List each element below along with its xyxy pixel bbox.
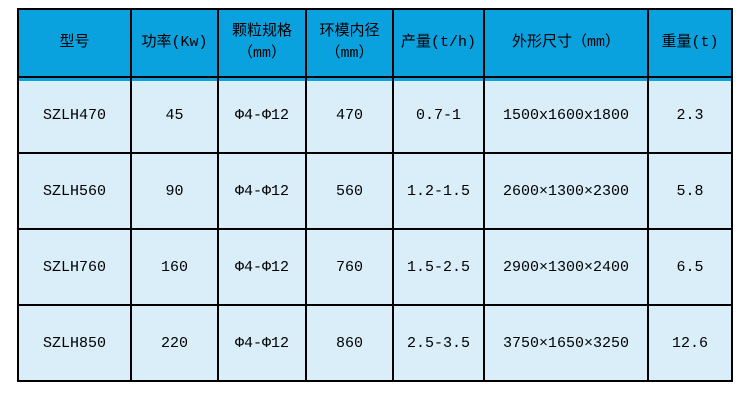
- cell-model: SZLH470: [17, 76, 132, 154]
- table-header-row: 型号 功率(Kw) 颗粒规格 （mm） 环模内径 （mm） 产量(t/h) 外形…: [17, 8, 733, 78]
- cell-weight: 2.3: [647, 76, 733, 154]
- cell-die-diameter: 470: [305, 76, 394, 154]
- cell-weight: 6.5: [647, 228, 733, 306]
- header-output: 产量(t/h): [392, 8, 485, 78]
- header-dimensions: 外形尺寸（mm）: [483, 8, 649, 78]
- table-row: SZLH760 160 Φ4-Φ12 760 1.5-2.5 2900×1300…: [17, 228, 733, 306]
- cell-model: SZLH560: [17, 152, 132, 230]
- cell-weight: 12.6: [647, 304, 733, 382]
- cell-die-diameter: 860: [305, 304, 394, 382]
- table-row: SZLH470 45 Φ4-Φ12 470 0.7-1 1500x1600x18…: [17, 76, 733, 154]
- cell-output: 1.2-1.5: [392, 152, 485, 230]
- cell-model: SZLH850: [17, 304, 132, 382]
- cell-dimensions: 1500x1600x1800: [483, 76, 649, 154]
- cell-weight: 5.8: [647, 152, 733, 230]
- cell-power: 160: [130, 228, 219, 306]
- cell-die-diameter: 560: [305, 152, 394, 230]
- cell-power: 90: [130, 152, 219, 230]
- cell-pellet-spec: Φ4-Φ12: [217, 304, 307, 382]
- cell-pellet-spec: Φ4-Φ12: [217, 76, 307, 154]
- cell-dimensions: 2600×1300×2300: [483, 152, 649, 230]
- cell-power: 220: [130, 304, 219, 382]
- cell-pellet-spec: Φ4-Φ12: [217, 228, 307, 306]
- cell-output: 1.5-2.5: [392, 228, 485, 306]
- header-die-diameter: 环模内径 （mm）: [305, 8, 394, 78]
- table-row: SZLH560 90 Φ4-Φ12 560 1.2-1.5 2600×1300×…: [17, 152, 733, 230]
- cell-power: 45: [130, 76, 219, 154]
- cell-output: 0.7-1: [392, 76, 485, 154]
- product-spec-table: 型号 功率(Kw) 颗粒规格 （mm） 环模内径 （mm） 产量(t/h) 外形…: [17, 8, 733, 382]
- product-spec-table-wrapper: 型号 功率(Kw) 颗粒规格 （mm） 环模内径 （mm） 产量(t/h) 外形…: [17, 8, 733, 382]
- cell-die-diameter: 760: [305, 228, 394, 306]
- cell-pellet-spec: Φ4-Φ12: [217, 152, 307, 230]
- cell-dimensions: 2900×1300×2400: [483, 228, 649, 306]
- header-model: 型号: [17, 8, 132, 78]
- cell-model: SZLH760: [17, 228, 132, 306]
- cell-output: 2.5-3.5: [392, 304, 485, 382]
- header-pellet-spec: 颗粒规格 （mm）: [217, 8, 307, 78]
- header-weight: 重量(t): [647, 8, 733, 78]
- cell-dimensions: 3750×1650×3250: [483, 304, 649, 382]
- table-row: SZLH850 220 Φ4-Φ12 860 2.5-3.5 3750×1650…: [17, 304, 733, 382]
- header-power: 功率(Kw): [130, 8, 219, 78]
